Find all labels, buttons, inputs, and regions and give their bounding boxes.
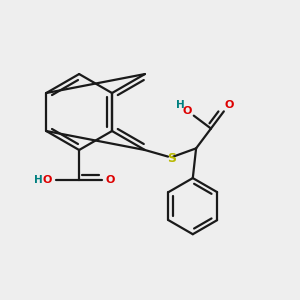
Text: H: H: [176, 100, 184, 110]
Text: O: O: [106, 175, 115, 185]
Text: O: O: [182, 106, 192, 116]
Text: S: S: [167, 152, 176, 165]
Text: H: H: [34, 175, 43, 185]
Text: O: O: [42, 175, 52, 185]
Text: O: O: [224, 100, 233, 110]
